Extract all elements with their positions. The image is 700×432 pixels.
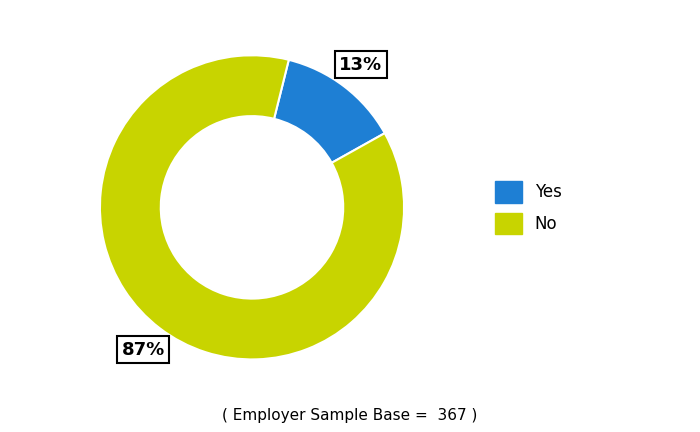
Text: ( Employer Sample Base =  367 ): ( Employer Sample Base = 367 ) bbox=[223, 408, 477, 423]
Text: 87%: 87% bbox=[121, 341, 164, 359]
Text: 13%: 13% bbox=[340, 56, 382, 74]
Wedge shape bbox=[274, 60, 385, 163]
Legend: Yes, No: Yes, No bbox=[495, 181, 561, 234]
Wedge shape bbox=[100, 55, 404, 359]
